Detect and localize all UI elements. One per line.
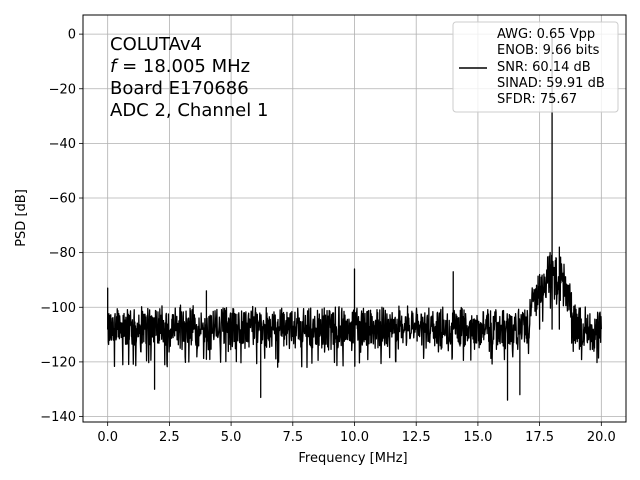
legend-entry-awg: AWG: 0.65 Vpp [497, 27, 595, 42]
y-tick-label: −60 [49, 192, 76, 207]
x-tick-label: 0.0 [97, 430, 118, 445]
x-axis: 0.0 2.5 5.0 7.5 10.0 12.5 15.0 17.5 20.0 [97, 422, 616, 445]
y-tick-label: −140 [40, 410, 76, 425]
annotation-line-1: COLUTAv4 [110, 34, 202, 55]
y-axis-label: PSD [dB] [14, 189, 29, 247]
x-tick-label: 17.5 [525, 430, 554, 445]
y-tick-label: −40 [49, 137, 76, 152]
legend: AWG: 0.65 Vpp ENOB: 9.66 bits SNR: 60.14… [452, 21, 619, 113]
y-tick-label: −80 [49, 246, 76, 261]
x-tick-label: 12.5 [402, 430, 431, 445]
psd-trace-line [107, 37, 602, 401]
annotation-line-3: Board E170686 [110, 78, 249, 99]
legend-entry-sfdr: SFDR: 75.67 [497, 92, 577, 107]
x-tick-label: 10.0 [340, 430, 369, 445]
legend-entry-sinad: SINAD: 59.91 dB [497, 76, 605, 91]
annotation-line-2: f = 18.005 MHz [110, 56, 250, 77]
x-tick-label: 20.0 [587, 430, 616, 445]
y-tick-label: −20 [49, 82, 76, 97]
legend-entry-enob: ENOB: 9.66 bits [497, 43, 600, 58]
grid-lines [83, 15, 626, 422]
x-tick-label: 2.5 [159, 430, 180, 445]
y-tick-label: −120 [40, 355, 76, 370]
y-tick-label: −100 [40, 301, 76, 316]
y-tick-label: 0 [68, 28, 76, 43]
annotation-line-4: ADC 2, Channel 1 [110, 100, 268, 121]
y-axis: 0 −20 −40 −60 −80 −100 −120 −140 [40, 28, 83, 425]
x-axis-label: Frequency [MHz] [298, 451, 407, 466]
x-tick-label: 15.0 [463, 430, 492, 445]
psd-series [107, 37, 602, 401]
x-tick-label: 7.5 [282, 430, 303, 445]
legend-box [452, 21, 619, 113]
annotation-text: COLUTAv4 f = 18.005 MHz Board E170686 AD… [110, 34, 268, 121]
x-tick-label: 5.0 [221, 430, 242, 445]
legend-entry-snr: SNR: 60.14 dB [497, 60, 591, 75]
